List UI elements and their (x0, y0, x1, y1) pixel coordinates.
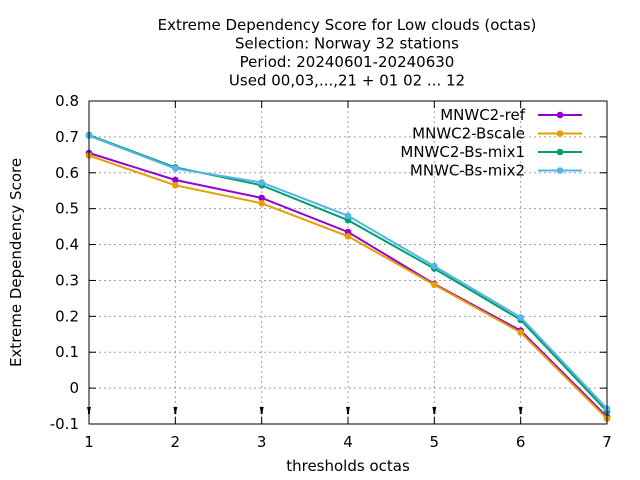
legend-marker (556, 111, 564, 119)
data-point (258, 194, 265, 202)
plot-frame (88, 100, 608, 425)
y-axis-label: Extreme Dependency Score (7, 158, 25, 367)
data-point (172, 176, 179, 184)
legend-marker (556, 148, 564, 156)
y-tick-label: 0.5 (55, 200, 79, 218)
x-axis-label: thresholds octas (286, 457, 410, 475)
y-tick-label: 0.2 (55, 307, 79, 325)
legend-label: MNWC2-ref (440, 106, 525, 124)
y-tick-label: 0.4 (55, 236, 79, 254)
legend-label: MNWC2-Bs-mix1 (400, 143, 525, 161)
chart-title-line: Used 00,03,...,21 + 01 02 ... 12 (229, 72, 465, 90)
x-tick-label: 7 (602, 433, 612, 451)
legend-marker (556, 167, 564, 174)
legend-label: MNWC2-Bscale (412, 125, 525, 143)
y-tick-label: 0.8 (55, 92, 79, 110)
series-lines (85, 131, 611, 422)
y-tick-label: -0.1 (50, 415, 79, 433)
data-point (172, 182, 179, 189)
legend-marker (556, 130, 564, 137)
grid (89, 101, 607, 424)
y-tick-label: 0.1 (55, 343, 79, 361)
data-point (344, 212, 352, 220)
legend-label: MNWC-Bs-mix2 (410, 162, 525, 180)
data-point (258, 179, 265, 186)
x-tick-label: 6 (516, 433, 526, 451)
data-point (172, 165, 179, 172)
y-tick-label: 0.7 (55, 128, 79, 146)
data-point (517, 329, 524, 336)
chart-title-line: Period: 20240601-20240630 (240, 53, 455, 71)
tick-labels: -0.1 0 0.1 0.2 0.3 0.4 0.5 0.6 0.7 0.8 1 2 3 4 5 6 7 (50, 92, 612, 451)
chart-title: Extreme Dependency Score for Low clouds … (158, 16, 537, 90)
data-point (431, 262, 438, 270)
y-tick-label: 0 (69, 379, 79, 397)
data-point (517, 314, 524, 321)
x-tick-label: 5 (430, 433, 440, 451)
legend: MNWC2-refMNWC2-BscaleMNWC2-Bs-mix1MNWC-B… (400, 106, 582, 180)
chart-title-line: Extreme Dependency Score for Low clouds … (158, 16, 537, 34)
data-point (258, 199, 265, 207)
y-tick-label: 0.3 (55, 271, 79, 289)
y-tick-label: 0.6 (55, 164, 79, 182)
data-point (344, 233, 352, 240)
x-tick-label: 4 (343, 433, 353, 451)
chart-title-line: Selection: Norway 32 stations (235, 35, 459, 53)
x-tick-label: 3 (257, 433, 267, 451)
x-tick-label: 2 (171, 433, 181, 451)
data-point (431, 281, 438, 289)
x-tick-label: 1 (84, 433, 94, 451)
